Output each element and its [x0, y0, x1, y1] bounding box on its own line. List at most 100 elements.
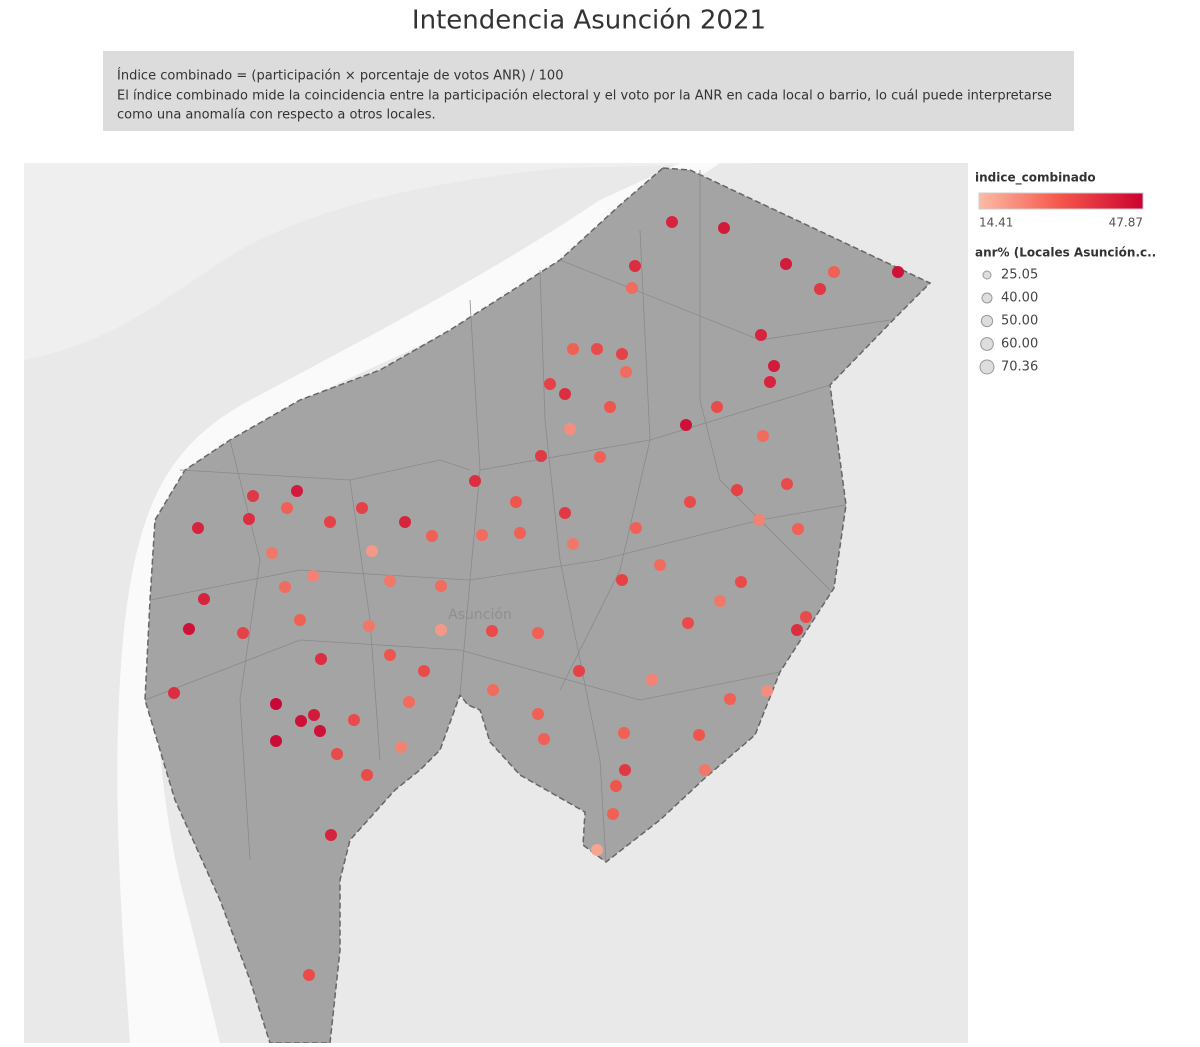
locale-point — [435, 624, 447, 636]
chart-title: Intendencia Asunción 2021 — [412, 6, 766, 36]
description-box — [103, 51, 1074, 131]
color-legend-title: indice_combinado — [975, 171, 1096, 186]
locale-point — [619, 764, 631, 776]
locale-point — [295, 715, 307, 727]
locale-point — [629, 260, 641, 272]
locale-point — [699, 764, 711, 776]
locale-point — [476, 529, 488, 541]
locale-point — [680, 419, 692, 431]
locale-point — [384, 649, 396, 661]
locale-point — [714, 595, 726, 607]
locale-point — [610, 780, 622, 792]
locale-point — [395, 741, 407, 753]
size-legend-label: 70.36 — [1001, 360, 1038, 375]
locale-point — [620, 366, 632, 378]
locale-point — [573, 665, 585, 677]
locale-point — [270, 735, 282, 747]
locale-point — [435, 580, 447, 592]
locale-point — [294, 614, 306, 626]
map-label: Asunción — [448, 607, 512, 623]
description-line: El índice combinado mide la coincidencia… — [117, 89, 1052, 104]
locale-point — [237, 627, 249, 639]
size-legend-label: 40.00 — [1001, 291, 1038, 306]
locale-point — [279, 581, 291, 593]
description-line: como una anomalía con respecto a otros l… — [117, 108, 436, 123]
locale-point — [324, 516, 336, 528]
locale-point — [192, 522, 204, 534]
locale-point — [693, 729, 705, 741]
locale-point — [791, 624, 803, 636]
locale-point — [486, 625, 498, 637]
locale-point — [607, 808, 619, 820]
locale-point — [594, 451, 606, 463]
locale-point — [544, 378, 556, 390]
locale-point — [567, 343, 579, 355]
locale-point — [711, 401, 723, 413]
locale-point — [567, 538, 579, 550]
locale-point — [510, 496, 522, 508]
locale-point — [168, 687, 180, 699]
locale-point — [646, 674, 658, 686]
locale-point — [331, 748, 343, 760]
color-legend-max: 47.87 — [1109, 216, 1143, 230]
locale-point — [718, 222, 730, 234]
locale-point — [281, 502, 293, 514]
locale-point — [325, 829, 337, 841]
size-legend-label: 25.05 — [1001, 268, 1038, 283]
size-legend-label: 50.00 — [1001, 314, 1038, 329]
locale-point — [314, 725, 326, 737]
locale-point — [198, 593, 210, 605]
locale-point — [630, 522, 642, 534]
size-legend-title: anr% (Locales Asunción.c.. — [975, 246, 1156, 260]
locale-point — [682, 617, 694, 629]
locale-point — [800, 611, 812, 623]
size-legend-circle — [979, 359, 995, 375]
locale-point — [780, 258, 792, 270]
locale-point — [307, 570, 319, 582]
locale-point — [764, 376, 776, 388]
locale-point — [564, 423, 576, 435]
size-legend-circle — [980, 337, 994, 351]
locale-point — [654, 559, 666, 571]
size-legend-circle — [982, 270, 992, 280]
locale-point — [487, 684, 499, 696]
size-legend-label: 60.00 — [1001, 337, 1038, 352]
locale-point — [781, 478, 793, 490]
locale-point — [731, 484, 743, 496]
locale-point — [626, 282, 638, 294]
basemap — [24, 163, 968, 1044]
locale-point — [403, 696, 415, 708]
locale-point — [532, 708, 544, 720]
description-line: Índice combinado = (participación × porc… — [117, 68, 563, 84]
locale-point — [348, 714, 360, 726]
locale-point — [559, 507, 571, 519]
locale-point — [315, 653, 327, 665]
locale-point — [469, 475, 481, 487]
locale-point — [684, 496, 696, 508]
locale-point — [243, 513, 255, 525]
locale-point — [604, 401, 616, 413]
locale-point — [532, 627, 544, 639]
locale-point — [308, 709, 320, 721]
locale-point — [724, 693, 736, 705]
locale-point — [366, 545, 378, 557]
locale-point — [266, 547, 278, 559]
color-legend-bar — [978, 192, 1144, 210]
locale-point — [363, 620, 375, 632]
color-legend-min: 14.41 — [979, 216, 1013, 230]
locale-point — [618, 727, 630, 739]
locale-point — [535, 450, 547, 462]
locale-point — [384, 575, 396, 587]
locale-point — [538, 733, 550, 745]
locale-point — [270, 698, 282, 710]
locale-point — [514, 527, 526, 539]
locale-point — [892, 266, 904, 278]
locale-point — [247, 490, 259, 502]
locale-point — [591, 343, 603, 355]
locale-point — [666, 216, 678, 228]
locale-point — [418, 665, 430, 677]
locale-point — [761, 685, 773, 697]
locale-point — [591, 844, 603, 856]
